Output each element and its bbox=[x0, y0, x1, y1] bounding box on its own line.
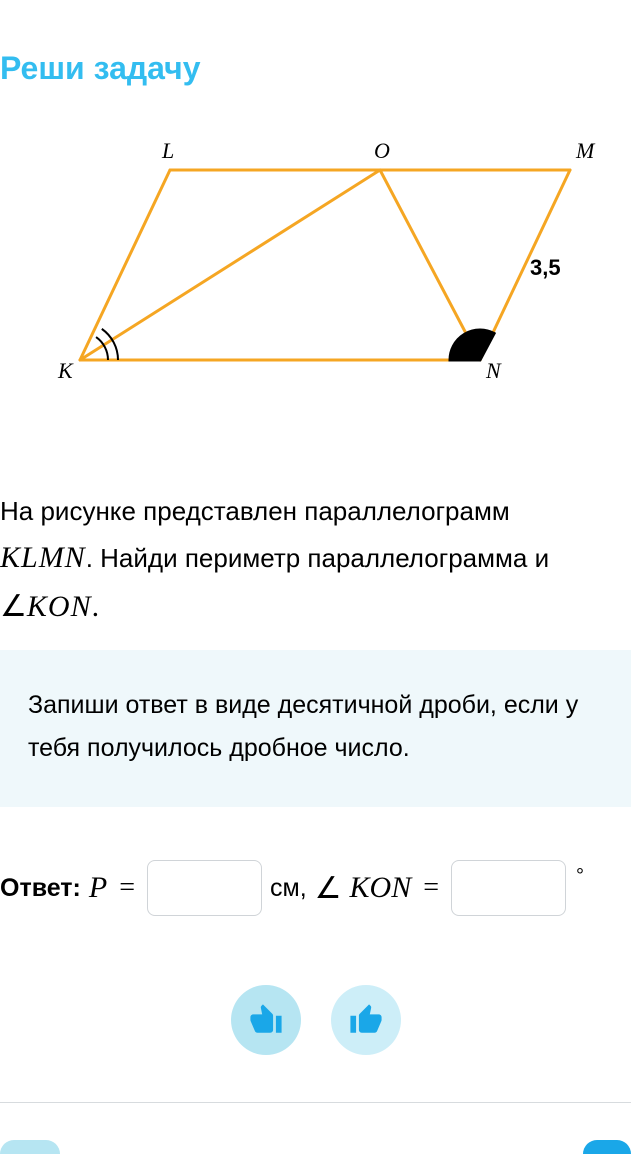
thumbs-down-button[interactable] bbox=[231, 985, 301, 1055]
answer-angle-symbol: ∠ bbox=[315, 871, 342, 906]
feedback-row bbox=[0, 985, 631, 1065]
answer-P-var: P bbox=[89, 871, 107, 905]
svg-text:L: L bbox=[161, 138, 174, 163]
task-heading: Реши задачу bbox=[0, 50, 201, 87]
answer-label: Ответ: bbox=[0, 874, 81, 903]
thumbs-up-button[interactable] bbox=[331, 985, 401, 1055]
math-kon: KON bbox=[27, 590, 92, 623]
problem-period: . bbox=[92, 590, 100, 623]
angle-symbol: ∠ bbox=[0, 590, 27, 623]
angle-input[interactable] bbox=[451, 860, 566, 916]
equals-2: = bbox=[423, 872, 439, 904]
problem-mid: . Найди периметр параллелограмма и bbox=[86, 543, 549, 573]
answer-kon-var: KON bbox=[350, 871, 412, 905]
degree-symbol: ° bbox=[576, 865, 584, 888]
svg-text:K: K bbox=[57, 358, 74, 383]
unit-cm: см, bbox=[270, 874, 307, 903]
problem-line1: На рисунке представлен параллелограмм bbox=[0, 496, 510, 526]
svg-text:N: N bbox=[485, 358, 502, 383]
svg-text:O: O bbox=[374, 138, 390, 163]
problem-statement: На рисунке представлен параллелограмм KL… bbox=[0, 490, 631, 632]
equals-1: = bbox=[119, 872, 135, 904]
hint-note: Запиши ответ в виде десятичной дроби, ес… bbox=[0, 650, 631, 807]
next-pill[interactable] bbox=[583, 1140, 631, 1154]
geometry-figure: K L M N O 3,5 bbox=[50, 130, 610, 410]
divider bbox=[0, 1102, 631, 1103]
math-klmn: KLMN bbox=[0, 541, 86, 574]
svg-text:3,5: 3,5 bbox=[530, 255, 561, 280]
thumbs-up-icon bbox=[349, 1003, 383, 1037]
page-root: Реши задачу KLMNO3,5 На рисунке представ… bbox=[0, 0, 631, 1154]
prev-pill[interactable] bbox=[0, 1140, 60, 1154]
thumbs-down-icon bbox=[249, 1003, 283, 1037]
answer-row: Ответ: P = см, ∠KON = ° bbox=[0, 858, 631, 918]
perimeter-input[interactable] bbox=[147, 860, 262, 916]
svg-text:M: M bbox=[575, 138, 596, 163]
